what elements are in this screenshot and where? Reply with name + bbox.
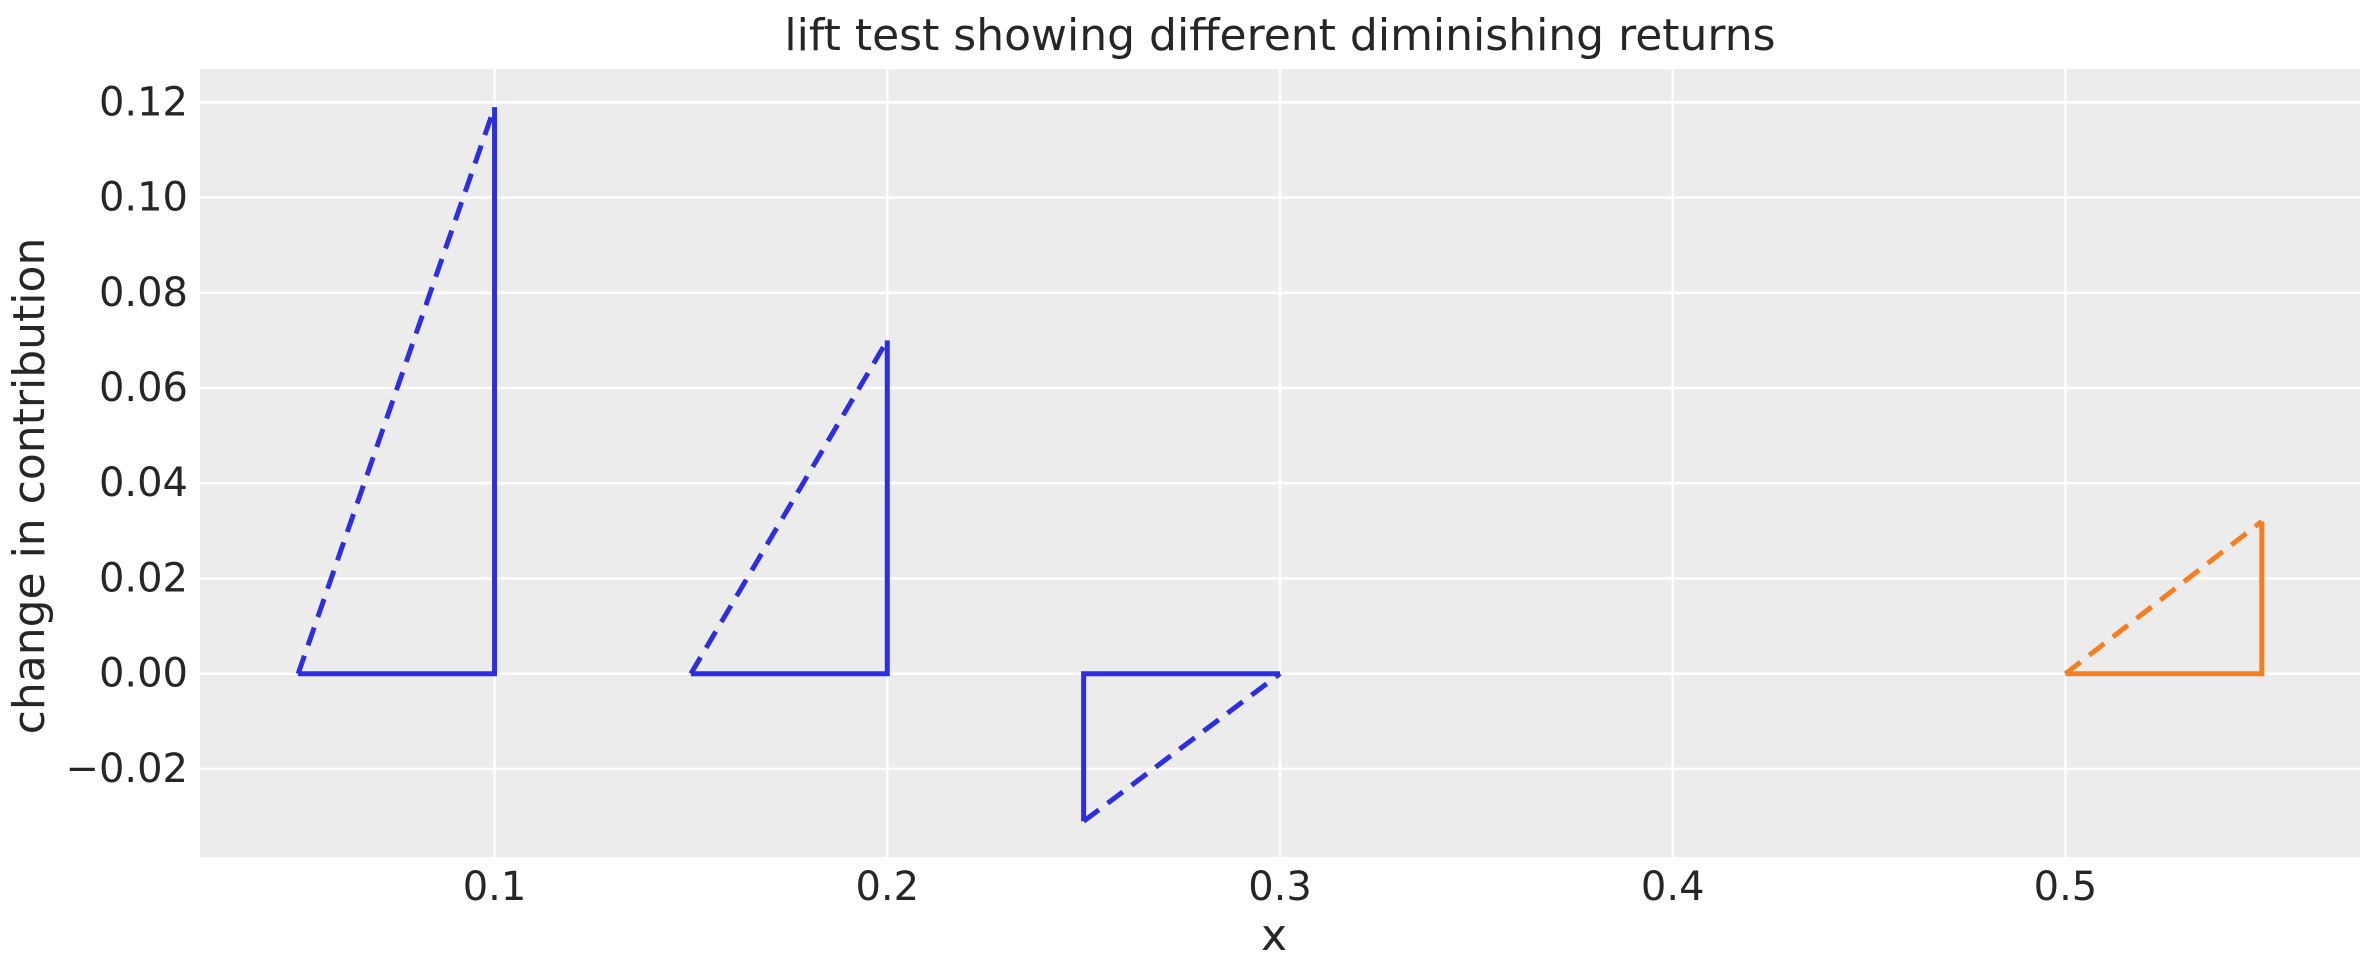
x-tick-label: 0.2 <box>855 864 919 910</box>
y-tick-label: 0.10 <box>99 175 188 221</box>
lift-triangle-2-solid-segment <box>690 340 890 677</box>
lift-triangle-1-solid-segment <box>298 107 498 677</box>
y-tick-label: 0.08 <box>99 270 188 316</box>
y-tick-label: 0.04 <box>99 460 188 506</box>
lift-triangle-4 <box>2063 519 2265 677</box>
lift-triangle-3 <box>1081 671 1282 824</box>
lift-triangle-4-dashed-segment <box>2063 519 2264 676</box>
lift-triangle-3-solid-segment <box>1081 671 1280 822</box>
plot-area: 0.1 0.2 0.3 0.4 0.5 0.12 0.10 0.08 0.06 0.04 0.02 0… <box>65 69 2360 910</box>
y-tick-label: 0.00 <box>99 651 188 697</box>
y-tick-label: 0.06 <box>99 365 188 411</box>
lift-triangle-2 <box>688 339 890 677</box>
lift-triangle-4-solid-segment <box>2065 521 2265 677</box>
y-axis-label: change in contribution <box>4 238 55 735</box>
y-tick-label: −0.02 <box>65 746 188 792</box>
chart-title: lift test showing different diminishing … <box>784 10 1775 61</box>
y-tick-label: 0.02 <box>99 555 188 601</box>
lift-triangle-1-dashed-segment <box>295 106 497 675</box>
x-axis-label: x <box>1261 910 1287 961</box>
y-tick-label: 0.12 <box>99 79 188 125</box>
lift-triangle-2-dashed-segment <box>688 339 890 675</box>
lift-triangle-3-dashed-segment <box>1082 671 1282 824</box>
x-tick-label: 0.1 <box>463 864 527 910</box>
x-tick-label: 0.5 <box>2034 864 2098 910</box>
x-tick-label: 0.4 <box>1641 864 1705 910</box>
x-tick-label: 0.3 <box>1248 864 1312 910</box>
lift-triangle-1 <box>295 106 498 677</box>
